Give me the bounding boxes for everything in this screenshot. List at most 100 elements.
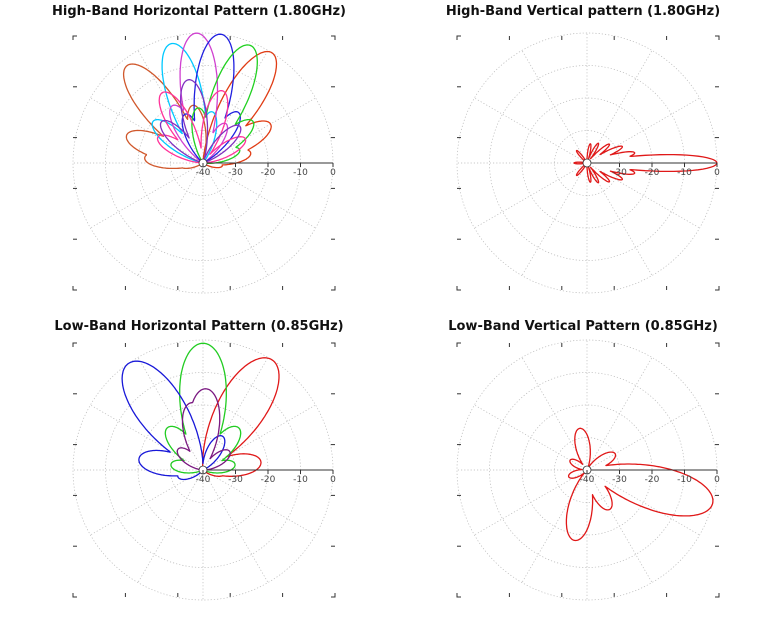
radial-tick-label: 0	[330, 475, 336, 485]
chart-title: Low-Band Horizontal Pattern (0.85GHz)	[54, 319, 344, 334]
pattern-series	[122, 32, 278, 170]
chart-panel-low-horizontal: Low-Band Horizontal Pattern (0.85GHz) -4…	[5, 315, 393, 618]
radial-tick-label: -10	[677, 475, 692, 485]
chart-title: High-Band Horizontal Pattern (1.80GHz)	[52, 4, 346, 19]
grid-spoke	[202, 50, 269, 164]
radial-tick-label: -40	[196, 475, 211, 485]
series-line	[121, 360, 226, 481]
grid-spoke	[137, 162, 204, 276]
radial-tick-label: -20	[261, 168, 276, 178]
radial-tick-label: -30	[228, 475, 243, 485]
grid-spoke	[90, 469, 204, 536]
series-line	[191, 44, 258, 165]
frame-corner	[331, 35, 336, 40]
radial-axis: -30 -20 -10 0	[582, 158, 720, 178]
frame-corner	[456, 593, 461, 598]
axes-frame	[72, 35, 336, 291]
polar-chart: -30 -20 -10 0	[456, 32, 720, 294]
radial-tick-label: 0	[330, 168, 336, 178]
frame-corner	[72, 286, 77, 291]
radial-tick-label: -40	[580, 475, 595, 485]
grid-spoke	[202, 404, 316, 471]
frame-corner	[72, 35, 77, 40]
radial-tick-label: -20	[261, 475, 276, 485]
series-line	[573, 142, 718, 184]
polar-chart: -40 -30 -20 -10 0	[456, 339, 720, 601]
grid-spoke	[521, 162, 588, 276]
series-line	[156, 90, 247, 164]
grid-spoke	[202, 97, 316, 164]
radial-tick-label: 0	[714, 475, 720, 485]
frame-corner	[331, 593, 336, 598]
grid-spoke	[521, 469, 588, 583]
grid-spoke	[586, 162, 653, 276]
chart-panel-low-vertical: Low-Band Vertical Pattern (0.85GHz) -40-…	[389, 315, 777, 618]
grid-spoke	[521, 357, 588, 471]
radial-tick-label: -40	[196, 168, 211, 178]
frame-corner	[715, 342, 720, 347]
frame-corner	[331, 342, 336, 347]
grid-spoke	[474, 404, 588, 471]
series-line	[202, 50, 278, 169]
frame-corner	[456, 35, 461, 40]
grid-spoke	[586, 162, 700, 229]
frame-corner	[331, 286, 336, 291]
grid-spoke	[586, 357, 653, 471]
series-line	[164, 342, 242, 474]
radial-tick-label: -30	[612, 168, 627, 178]
grid-spoke	[90, 162, 204, 229]
series-line	[122, 63, 207, 170]
frame-corner	[715, 35, 720, 40]
grid-spoke	[586, 97, 700, 164]
chart-panel-high-horizontal: High-Band Horizontal Pattern (1.80GHz) -…	[5, 0, 393, 303]
frame-corner	[72, 593, 77, 598]
polar-chart: -40 -30 -20 -10 0	[72, 339, 336, 601]
radial-tick-label: -10	[293, 168, 308, 178]
series-line	[176, 388, 231, 471]
axes-frame	[456, 342, 720, 598]
series-line	[169, 32, 229, 164]
grid-spoke	[474, 97, 588, 164]
grid-spoke	[586, 469, 700, 536]
grid-spoke	[202, 469, 269, 583]
series-line	[159, 79, 242, 164]
radial-tick-label: -10	[293, 475, 308, 485]
polar-chart: -40 -30 -20 -10 0	[72, 32, 336, 294]
radial-axis: -40 -30 -20 -10 0	[196, 465, 336, 485]
frame-corner	[72, 342, 77, 347]
frame-corner	[456, 286, 461, 291]
grid-spoke	[586, 404, 700, 471]
radial-tick-label: -10	[677, 168, 692, 178]
grid-spoke	[202, 162, 269, 276]
grid-spoke	[521, 50, 588, 164]
center-marker	[582, 158, 592, 168]
chart-panel-high-vertical: High-Band Vertical pattern (1.80GHz) -30…	[389, 0, 777, 303]
grid-spoke	[202, 469, 316, 536]
radial-tick-label: -20	[645, 168, 660, 178]
radial-tick-label: 0	[714, 168, 720, 178]
radial-axis: -40 -30 -20 -10 0	[580, 465, 720, 485]
grid-spoke	[202, 162, 316, 229]
radial-tick-label: -30	[228, 168, 243, 178]
series-line	[151, 42, 218, 164]
grid-spoke	[202, 357, 269, 471]
grid-spoke	[90, 404, 204, 471]
series-line	[202, 357, 280, 477]
radial-tick-label: -30	[612, 475, 627, 485]
pattern-series	[573, 142, 718, 184]
grid-spoke	[474, 469, 588, 536]
pattern-series	[121, 342, 280, 481]
frame-corner	[715, 286, 720, 291]
grid-spoke	[90, 97, 204, 164]
chart-title: High-Band Vertical pattern (1.80GHz)	[445, 4, 721, 19]
grid-spoke	[137, 469, 204, 583]
frame-corner	[715, 593, 720, 598]
axes-frame	[456, 35, 720, 291]
frame-corner	[456, 342, 461, 347]
radial-axis: -40 -30 -20 -10 0	[196, 158, 336, 178]
grid-spoke	[474, 162, 588, 229]
grid-spoke	[137, 357, 204, 471]
radial-tick-label: -20	[645, 475, 660, 485]
grid-spoke	[586, 50, 653, 164]
axes-frame	[72, 342, 336, 598]
